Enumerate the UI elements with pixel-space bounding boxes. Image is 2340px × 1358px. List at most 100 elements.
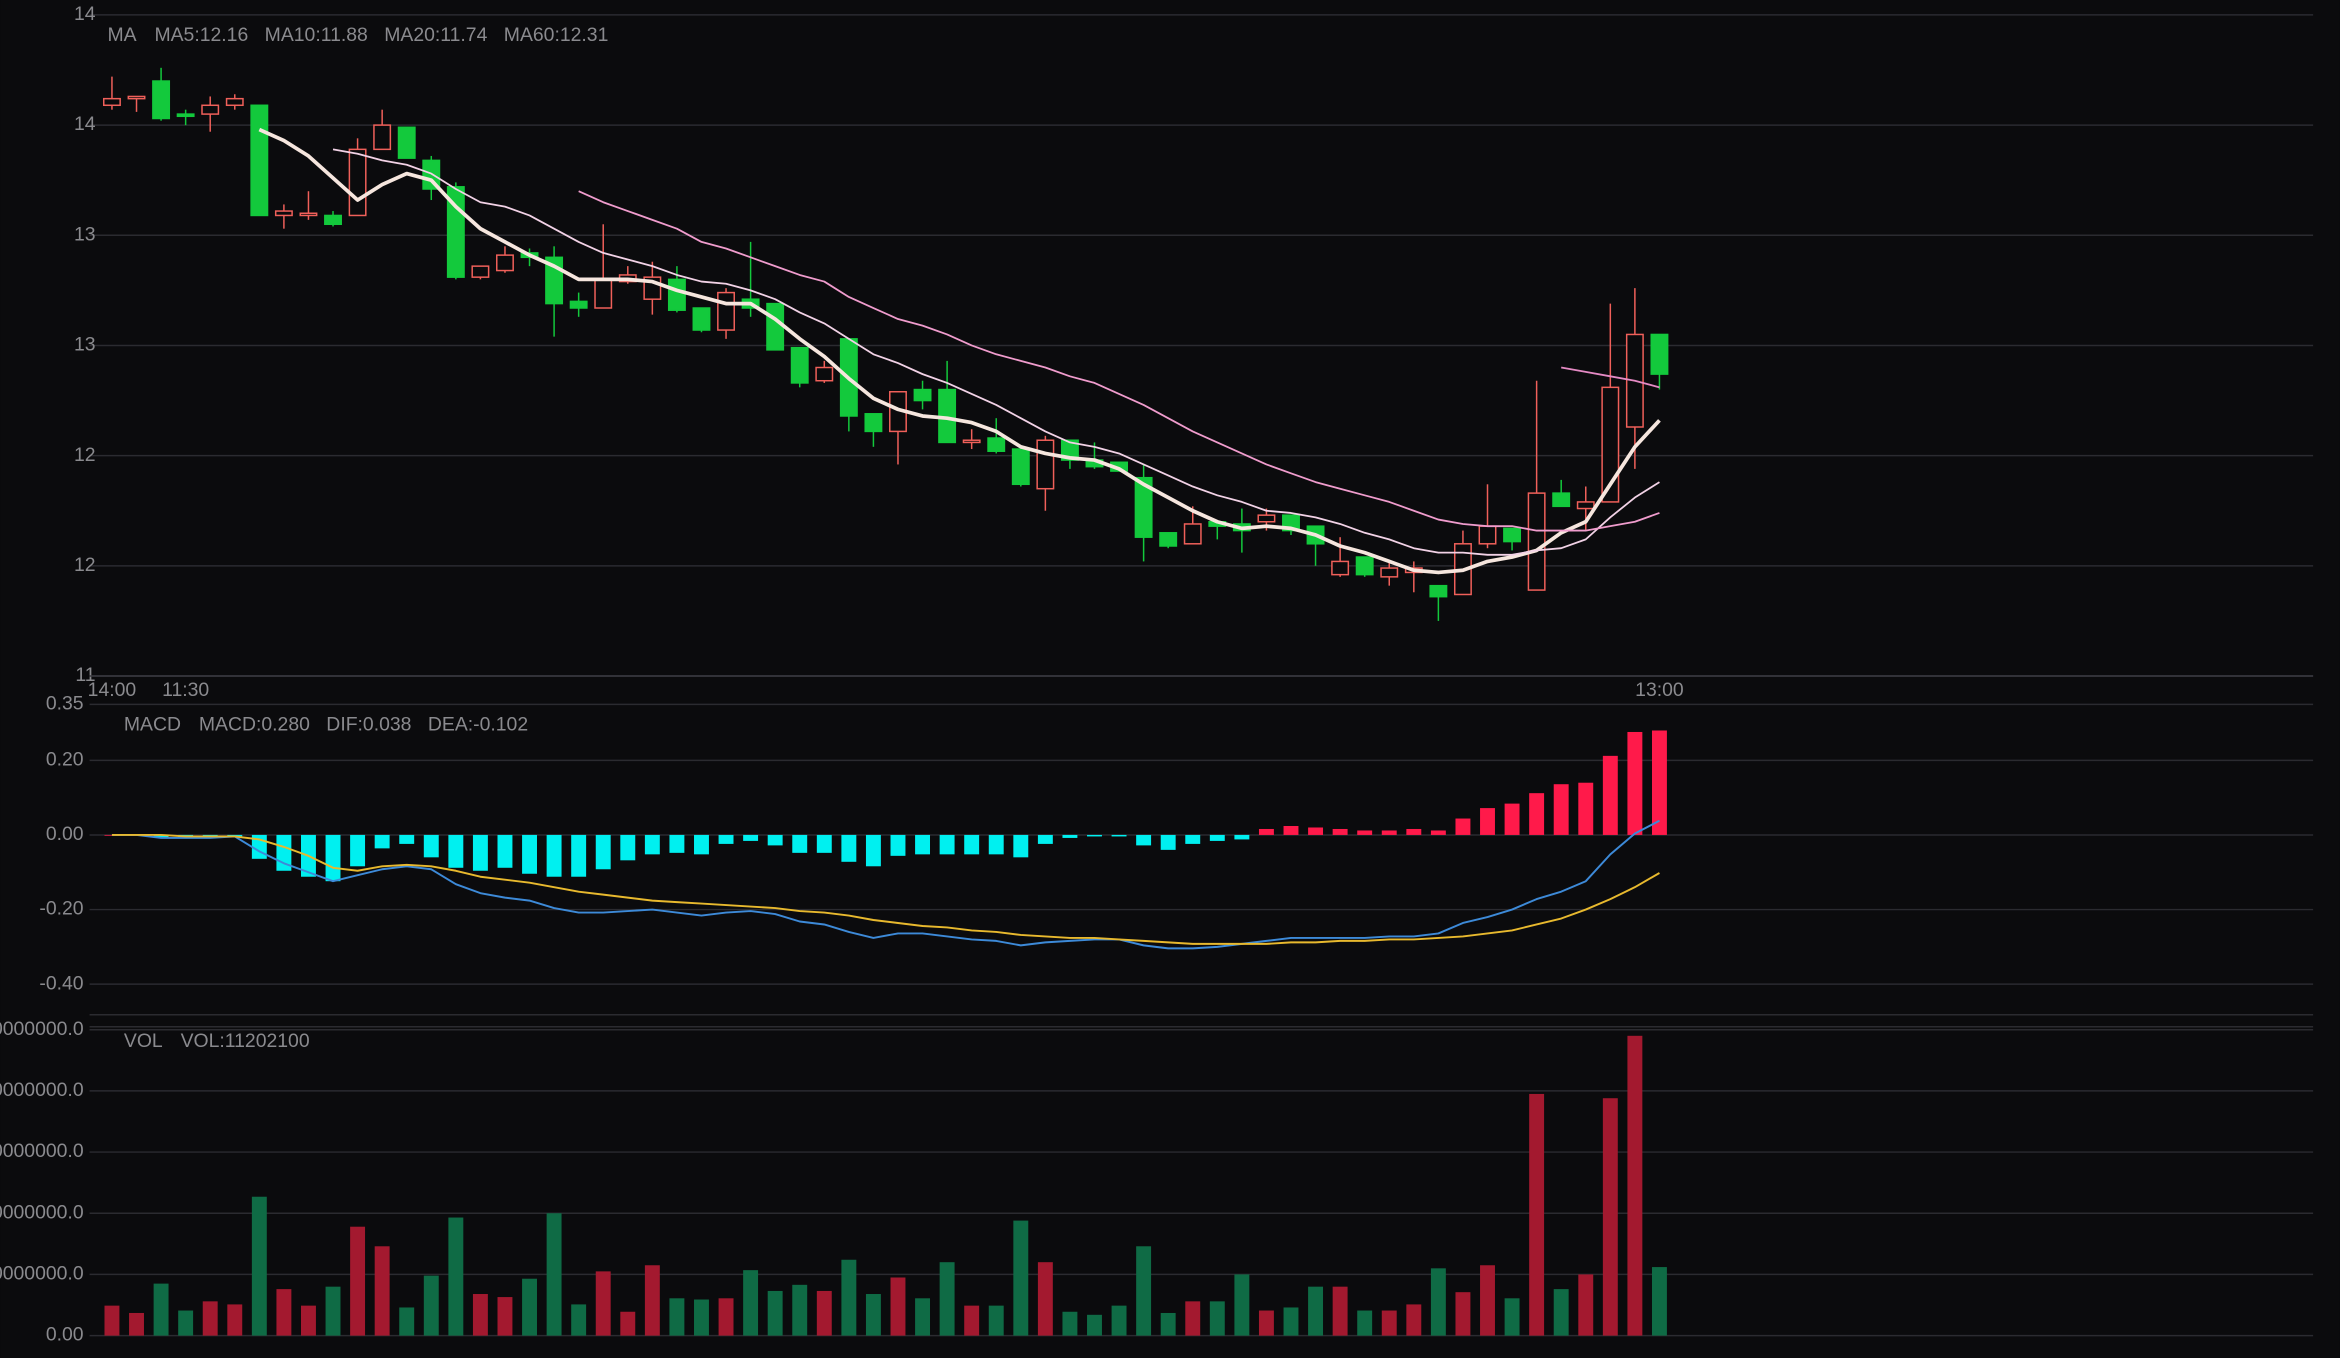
volume-bar <box>595 1271 611 1336</box>
macd-bar <box>915 834 931 855</box>
volume-bar <box>227 1304 243 1336</box>
candle-body <box>373 124 392 151</box>
macd-bar <box>522 834 537 874</box>
legend-indicator: MACD <box>124 713 181 735</box>
volume-bar <box>1136 1246 1152 1336</box>
volume-bar <box>1529 1093 1545 1336</box>
macd-bar <box>1308 827 1324 835</box>
y-tick-label: 13 <box>74 334 96 356</box>
candle-body <box>1331 560 1350 576</box>
legend-entry: MA20:11.74 <box>384 24 487 46</box>
macd-bar <box>1504 803 1520 835</box>
volume-bar <box>129 1312 144 1336</box>
macd-bar <box>1209 834 1225 841</box>
volume-bar <box>841 1259 857 1336</box>
candle-body <box>1503 527 1522 543</box>
candle-body <box>1380 567 1399 578</box>
candle-body <box>717 291 735 331</box>
volume-bar <box>423 1275 439 1336</box>
macd-bar <box>595 834 611 870</box>
macd-bar <box>1037 834 1053 844</box>
macd-bar <box>399 834 415 844</box>
y-tick-label: 11 <box>75 664 95 686</box>
y-tick-label: 30000000.0 <box>0 1140 84 1162</box>
volume-bar <box>1087 1314 1102 1336</box>
candle-body <box>1355 556 1374 576</box>
x-tick-label: 13:00 <box>1635 679 1684 701</box>
candle-body <box>1478 525 1497 545</box>
volume-bar <box>472 1294 488 1336</box>
candle-body <box>594 278 613 309</box>
candle-body <box>766 302 785 351</box>
macd-bar <box>694 834 709 855</box>
x-tick-label: 14:00 <box>88 679 137 701</box>
candle-body <box>815 366 834 382</box>
y-tick-label: 0.00 <box>46 823 84 845</box>
macd-bar <box>1627 731 1643 835</box>
volume-bar <box>1381 1310 1397 1336</box>
volume-bar <box>988 1305 1004 1336</box>
y-tick-label: 0.20 <box>46 748 84 770</box>
volume-bar <box>1258 1310 1274 1336</box>
y-tick-label: 50000000.0 <box>0 1018 84 1040</box>
volume-bar <box>374 1246 390 1336</box>
candle-body <box>569 300 588 309</box>
macd-bar <box>1529 793 1545 835</box>
candle-body <box>790 346 809 384</box>
candle-body <box>471 265 490 278</box>
legend-entry: MA60:12.31 <box>504 24 609 46</box>
macd-bar <box>988 834 1004 855</box>
volume-bar <box>694 1299 709 1336</box>
volume-bar <box>865 1294 881 1336</box>
y-tick-label: 20000000.0 <box>0 1201 84 1223</box>
ma-line <box>332 148 1660 556</box>
candle-body <box>103 97 121 107</box>
macd-bar <box>1234 834 1250 840</box>
macd-bar <box>472 834 488 871</box>
macd-bar <box>1651 730 1667 835</box>
candle-body <box>1011 448 1030 486</box>
macd-bar <box>1087 834 1102 837</box>
y-tick-label: 0.00 <box>46 1324 84 1346</box>
volume-bar <box>251 1196 267 1336</box>
volume-bar <box>178 1310 194 1336</box>
legend-entry: VOL:11202100 <box>181 1030 310 1052</box>
candle-body <box>667 278 686 311</box>
macd-bar <box>1480 808 1495 835</box>
macd-bar <box>1332 828 1348 835</box>
volume-bar <box>1160 1312 1176 1336</box>
candle-body <box>397 126 416 159</box>
volume-bar <box>1430 1268 1446 1336</box>
legend-entry: MA5:12.16 <box>154 24 248 46</box>
volume-bar <box>964 1305 980 1336</box>
volume-bar <box>300 1305 316 1336</box>
y-tick-label: 12 <box>74 444 96 466</box>
candle-body <box>962 439 981 444</box>
y-tick-label: -0.20 <box>39 898 83 920</box>
y-tick-label: 40000000.0 <box>0 1079 84 1101</box>
candle-body <box>299 212 318 217</box>
candle-body <box>1134 476 1153 538</box>
volume-bar <box>399 1307 415 1336</box>
volume-bar <box>202 1301 218 1336</box>
volume-bar <box>497 1297 513 1336</box>
candle-body <box>1527 492 1546 591</box>
macd-bar <box>841 834 857 862</box>
volume-bar <box>571 1304 587 1336</box>
y-tick-label: 14 <box>74 113 96 135</box>
volume-bar <box>1111 1305 1127 1336</box>
candle-body <box>152 80 171 120</box>
legend-indicator: VOL <box>124 1030 163 1052</box>
y-tick-label: 14 <box>74 3 96 25</box>
volume-bar <box>276 1289 292 1336</box>
volume-bar <box>1553 1289 1569 1336</box>
macd-bar <box>1283 825 1299 835</box>
macd-bar <box>1602 755 1618 835</box>
x-tick-label: 11:30 <box>162 679 209 701</box>
candle-body <box>201 104 220 115</box>
volume-bar <box>1332 1286 1348 1336</box>
macd-bar <box>1406 828 1422 835</box>
volume-bar <box>1185 1301 1201 1336</box>
ma-line <box>258 127 1661 575</box>
